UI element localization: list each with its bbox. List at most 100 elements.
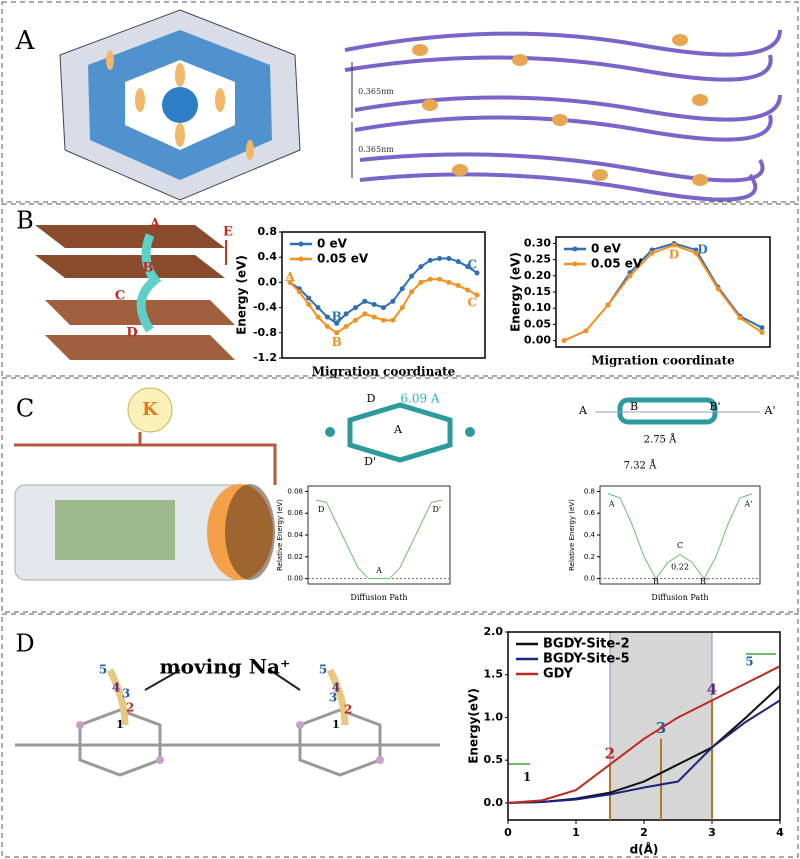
data-point	[437, 276, 443, 282]
data-point	[409, 289, 415, 295]
figure-label: 4	[112, 681, 120, 695]
data-point	[737, 315, 743, 321]
annotation: B	[332, 310, 342, 324]
x-axis-label: Migration coordinate	[591, 354, 735, 368]
x-tick-label: 1	[572, 826, 580, 839]
figure-label: 6.09 A	[400, 392, 440, 406]
y-axis-label: Energy (eV)	[235, 255, 249, 335]
data-point	[362, 311, 368, 317]
data-point	[455, 259, 461, 265]
legend-label: 0 eV	[317, 237, 348, 251]
y-tick-label: 0.04	[287, 531, 303, 539]
legend-marker	[298, 241, 304, 247]
data-point	[334, 320, 340, 326]
data-point	[418, 264, 424, 270]
x-axis-label: Migration coordinate	[312, 365, 456, 379]
data-point	[583, 328, 589, 334]
data-point	[381, 317, 386, 323]
legend-label: BGDY-Site-2	[543, 637, 630, 652]
data-point	[324, 314, 330, 320]
figure-label: 7.32 Å	[624, 460, 657, 472]
series-line	[607, 493, 753, 580]
y-tick-label: 1.0	[484, 710, 504, 723]
legend-label: GDY	[543, 667, 574, 682]
figure-label: A	[15, 26, 36, 56]
y-tick-label: 0.00	[287, 575, 303, 583]
annotation: B	[332, 335, 342, 349]
y-tick-label: 0.6	[584, 509, 596, 517]
data-point	[371, 301, 377, 307]
y-axis-label: Energy (eV)	[509, 252, 523, 332]
figure-label: D	[126, 326, 137, 341]
y-tick-label: 0.10	[524, 301, 551, 314]
data-point	[649, 250, 655, 256]
data-point	[409, 273, 415, 279]
y-tick-label: -0.8	[253, 326, 277, 339]
figure-label: A	[149, 217, 161, 232]
y-tick-label: -1.2	[253, 351, 277, 364]
data-point	[465, 264, 471, 270]
x-axis-label: d(Å)	[630, 842, 659, 857]
figure-label: 3	[122, 687, 130, 701]
battery-illustration	[14, 387, 760, 581]
figure-label: B'	[709, 400, 720, 413]
data-point	[437, 255, 443, 261]
annotation: C	[468, 257, 478, 271]
y-tick-label: 0.15	[524, 285, 551, 298]
data-point	[446, 255, 452, 261]
data-point	[455, 283, 461, 289]
y-tick-label: 2.0	[484, 625, 504, 638]
series-line	[507, 699, 781, 804]
figure-label: 5	[319, 663, 327, 677]
annotation: D'	[432, 505, 441, 514]
data-point	[693, 250, 699, 256]
hexagon-framework	[59, 9, 301, 201]
figure-label: D	[367, 392, 376, 405]
data-point	[334, 330, 340, 336]
legend-marker	[572, 261, 578, 267]
legend-label: BGDY-Site-5	[543, 652, 630, 667]
y-tick-label: 1.5	[484, 668, 504, 681]
annotation: 0.22	[671, 563, 689, 572]
annotation: C	[468, 296, 478, 310]
layered-structure	[344, 29, 782, 202]
y-tick-label: 0.06	[287, 509, 303, 517]
annotation: D	[697, 242, 707, 256]
figure-label: C	[115, 289, 125, 304]
data-point	[352, 305, 358, 311]
data-point	[671, 242, 677, 248]
data-point	[759, 325, 765, 331]
y-tick-label: 0.20	[524, 269, 551, 282]
x-tick-label: 3	[708, 826, 716, 839]
data-point	[465, 287, 471, 293]
figure-label: 0.365nm	[358, 145, 394, 154]
y-axis-label: Relative Energy (eV)	[568, 499, 576, 571]
y-tick-label: 0.0	[484, 796, 504, 809]
x-axis-label: Diffusion Path	[651, 593, 708, 602]
data-point	[371, 314, 377, 320]
data-point	[315, 314, 321, 320]
figure-label: D'	[364, 455, 376, 468]
data-point	[446, 279, 452, 285]
y-tick-label: 0.25	[524, 253, 551, 266]
figure-label: A	[578, 404, 588, 417]
series-line	[507, 665, 781, 804]
plot-frame	[281, 231, 486, 359]
data-point	[399, 305, 405, 311]
y-tick-label: 0.30	[524, 236, 551, 249]
y-tick-label: 0.08	[287, 487, 303, 495]
figure-label: B	[16, 207, 34, 235]
data-point	[296, 289, 302, 295]
annotation: D	[669, 247, 679, 261]
annotation: 5	[745, 654, 753, 668]
marker-label: 4	[707, 680, 717, 698]
annotation: B'	[700, 577, 708, 586]
annotation: D	[318, 505, 324, 514]
x-tick-label: 2	[640, 826, 648, 839]
data-point	[715, 286, 721, 292]
data-point	[427, 276, 433, 282]
figure-label: A	[393, 423, 403, 436]
data-point	[287, 279, 293, 285]
data-point	[381, 305, 386, 311]
